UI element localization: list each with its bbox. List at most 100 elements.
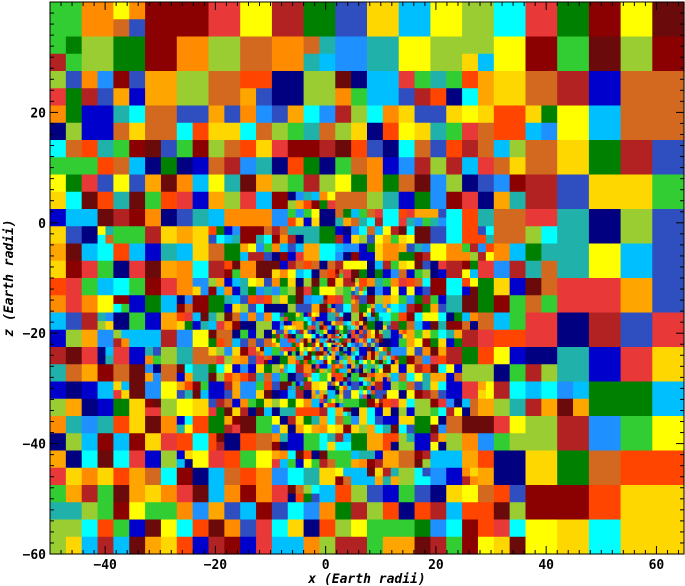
mesh-block [271, 416, 281, 426]
mesh-block [462, 329, 479, 348]
mesh-block [319, 260, 328, 270]
mesh-block [176, 140, 194, 158]
mesh-block [382, 351, 388, 357]
mesh-block [323, 329, 328, 335]
mesh-block [295, 450, 305, 460]
mesh-block [81, 71, 99, 89]
mesh-block [224, 536, 241, 555]
mesh-block [279, 441, 289, 452]
mesh-block [291, 338, 297, 344]
mesh-block [477, 485, 495, 503]
mesh-block [303, 286, 313, 296]
x-tick-label: 60 [649, 558, 665, 573]
mesh-block [367, 2, 400, 38]
mesh-block [224, 105, 241, 124]
mesh-block [331, 347, 336, 352]
mesh-block [351, 209, 360, 219]
mesh-block [319, 122, 336, 141]
mesh-block [319, 105, 336, 124]
x-tick-labels: −40 −20 0 20 40 60 [93, 558, 664, 573]
mesh-block [351, 157, 368, 176]
mesh-block [97, 140, 114, 158]
mesh-block [382, 390, 388, 396]
mesh-block [430, 485, 447, 503]
mesh-block [652, 381, 685, 417]
mesh-block [200, 286, 210, 296]
mesh-block [652, 174, 685, 210]
mesh-block [331, 403, 336, 408]
mesh-block [359, 368, 364, 374]
mesh-block [271, 157, 289, 176]
mesh-block [363, 342, 368, 348]
mesh-block [323, 355, 328, 361]
mesh-block [311, 398, 321, 408]
mesh-block [359, 355, 364, 361]
mesh-block [493, 174, 511, 193]
mesh-block [462, 407, 471, 417]
mesh-block [351, 226, 360, 236]
mesh-block [208, 398, 218, 408]
mesh-block [303, 329, 309, 335]
mesh-block [367, 303, 372, 309]
mesh-block [329, 351, 332, 355]
mesh-block [438, 441, 447, 452]
mesh-block [398, 174, 416, 193]
mesh-block [303, 321, 309, 327]
mesh-block [65, 157, 83, 176]
mesh-block [311, 394, 317, 400]
mesh-block [240, 398, 249, 408]
mesh-block [327, 441, 336, 452]
mesh-block [295, 321, 305, 331]
mesh-block [620, 2, 653, 38]
mesh-block [208, 372, 218, 383]
mesh-block [335, 286, 344, 296]
mesh-block [351, 398, 360, 408]
mesh-block [333, 340, 336, 344]
mesh-block [359, 278, 368, 288]
mesh-block [113, 2, 130, 20]
mesh-block [430, 372, 439, 383]
mesh-block [311, 329, 317, 335]
mesh-block [509, 416, 527, 434]
mesh-block [287, 407, 297, 417]
mesh-block [343, 234, 352, 245]
mesh-block [557, 140, 590, 176]
mesh-block [351, 459, 360, 469]
mesh-block [307, 338, 313, 344]
mesh-block [557, 71, 590, 107]
mesh-block [370, 359, 376, 365]
mesh-block [331, 340, 334, 344]
mesh-block [557, 105, 590, 141]
mesh-block [97, 312, 107, 322]
mesh-block [311, 312, 317, 318]
mesh-block [335, 344, 338, 348]
mesh-block [414, 105, 431, 124]
mesh-block [438, 433, 447, 443]
mesh-block [129, 519, 146, 538]
mesh-block [398, 372, 408, 383]
mesh-block [367, 342, 372, 348]
mesh-block [331, 381, 336, 387]
mesh-block [200, 321, 210, 331]
mesh-block [263, 355, 269, 361]
mesh-block [287, 459, 297, 469]
mesh-block [509, 140, 527, 158]
mesh-block [438, 372, 447, 383]
mesh-block [359, 334, 364, 339]
mesh-block [470, 278, 479, 288]
mesh-block [335, 260, 344, 270]
mesh-block [367, 502, 384, 521]
mesh-block [557, 312, 590, 348]
mesh-block [509, 433, 527, 452]
mesh-block [295, 286, 305, 296]
mesh-block [319, 53, 336, 72]
mesh-block [65, 502, 83, 521]
mesh-block [414, 459, 424, 469]
mesh-block [208, 122, 225, 141]
mesh-block [398, 424, 408, 434]
mesh-block [121, 303, 130, 314]
mesh-block [335, 105, 352, 124]
mesh-block [97, 433, 114, 452]
mesh-block [430, 105, 447, 124]
mesh-block [303, 209, 313, 219]
